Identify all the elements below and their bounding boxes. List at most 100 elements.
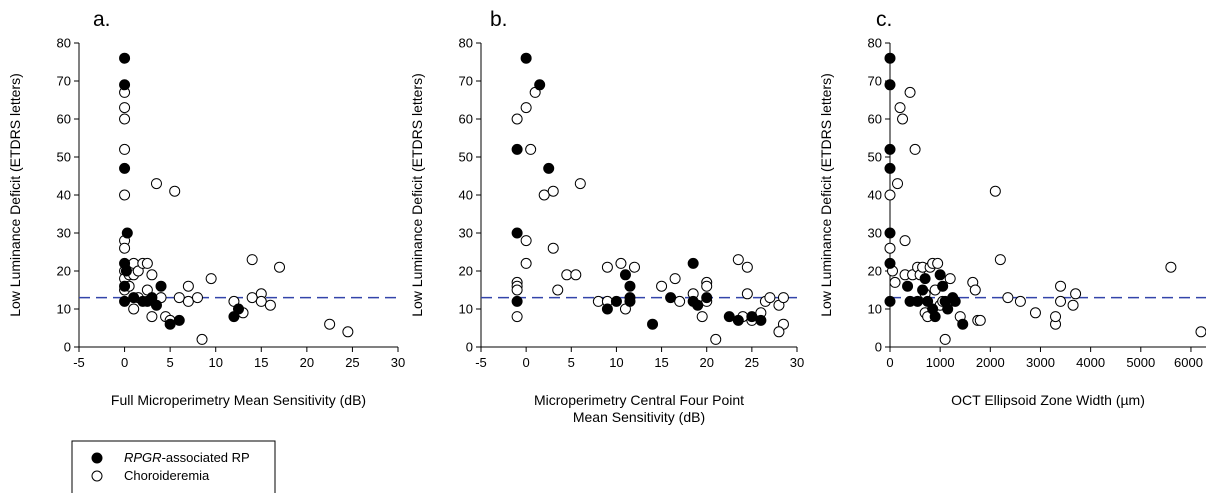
y-tick-label: 80 [868,36,882,51]
data-point [155,280,167,292]
data-point [141,257,153,269]
data-point [919,273,931,285]
data-point [1050,311,1062,323]
data-point [1002,292,1014,304]
data-point [128,303,140,315]
data-point [128,292,140,304]
x-tick-label: 15 [254,355,268,370]
x-axis-title: OCT Ellipsoid Zone Width (µm) [951,392,1145,408]
data-point [656,280,668,292]
data-point [710,333,722,345]
y-tick-label: 10 [868,302,882,317]
data-point [949,295,961,307]
x-tick-label: 5 [568,355,575,370]
x-tick-label: 0 [523,355,530,370]
data-point [899,235,911,247]
data-point [696,311,708,323]
data-point [912,295,924,307]
data-point [884,162,896,174]
y-tick-label: 60 [57,112,71,127]
panel-letter: c. [876,8,892,31]
data-point [884,189,896,201]
series-rpgr-associated-rp [511,52,767,330]
data-point [669,273,681,285]
data-point [511,143,523,155]
data-point [937,280,949,292]
data-point [1055,295,1067,307]
y-tick-label: 40 [868,188,882,203]
data-point [233,303,244,315]
series-choroideremia [511,86,789,345]
legend: RPGR-associated RP Choroideremia [71,440,276,493]
data-point [884,79,896,91]
data-point [944,273,956,285]
data-point [146,311,158,323]
y-tick-label: 50 [868,150,882,165]
data-point [687,257,699,269]
data-point [647,318,659,330]
data-point [119,79,131,91]
y-tick-label: 50 [57,150,71,165]
data-point [922,295,934,307]
data-point [150,299,162,311]
data-point [897,113,909,125]
data-point [246,292,258,304]
y-tick-label: 80 [459,36,473,51]
legend-label-choroideremia: Choroideremia [124,468,210,483]
data-point [894,102,906,114]
panel-letter: a. [93,8,111,31]
data-point [120,265,132,277]
data-point [119,113,131,125]
x-tick-label: 0 [886,355,893,370]
panel-3: c. 0 10 20 30 40 50 60 70 80 0 1000 2000 3000 4000 5000… [818,8,1206,408]
data-point [182,295,194,307]
data-point [561,269,573,281]
legend-marker-rpgr [91,452,103,464]
data-point [773,326,785,338]
data-point [939,333,951,345]
data-point [884,257,896,269]
data-point [552,284,564,296]
x-tick-label: 20 [699,355,713,370]
data-point [1067,299,1079,311]
y-tick-label: 60 [459,112,473,127]
data-point [119,143,131,155]
data-point [264,299,276,311]
y-tick-label: 70 [57,74,71,89]
x-tick-label: 4000 [1076,355,1105,370]
data-point [701,280,713,292]
data-point [732,314,744,326]
data-point [205,273,217,285]
y-tick-label: 30 [459,226,473,241]
data-point [1070,288,1082,300]
data-point [342,326,354,338]
data-point [741,261,753,273]
legend-label-rpgr: RPGR-associated RP [124,450,250,465]
data-point [547,242,559,254]
data-point [592,295,604,307]
y-tick-label: 70 [868,74,882,89]
data-point [692,299,704,311]
data-point [701,292,713,304]
x-axis-title: Microperimetry Central Four Point [534,392,744,408]
data-point [917,284,929,296]
data-point [902,280,914,292]
data-point [1055,280,1067,292]
data-point [119,162,131,174]
data-point [169,185,181,197]
x-tick-label: 10 [208,355,222,370]
data-point [511,227,523,239]
data-point [173,292,185,304]
data-point [534,79,546,91]
data-point [628,261,640,273]
y-tick-label: 0 [875,340,882,355]
data-point [150,178,162,190]
data-point [543,162,555,174]
x-tick-label: 25 [345,355,359,370]
data-point [957,318,969,330]
data-point [884,143,896,155]
data-point [1165,261,1177,273]
